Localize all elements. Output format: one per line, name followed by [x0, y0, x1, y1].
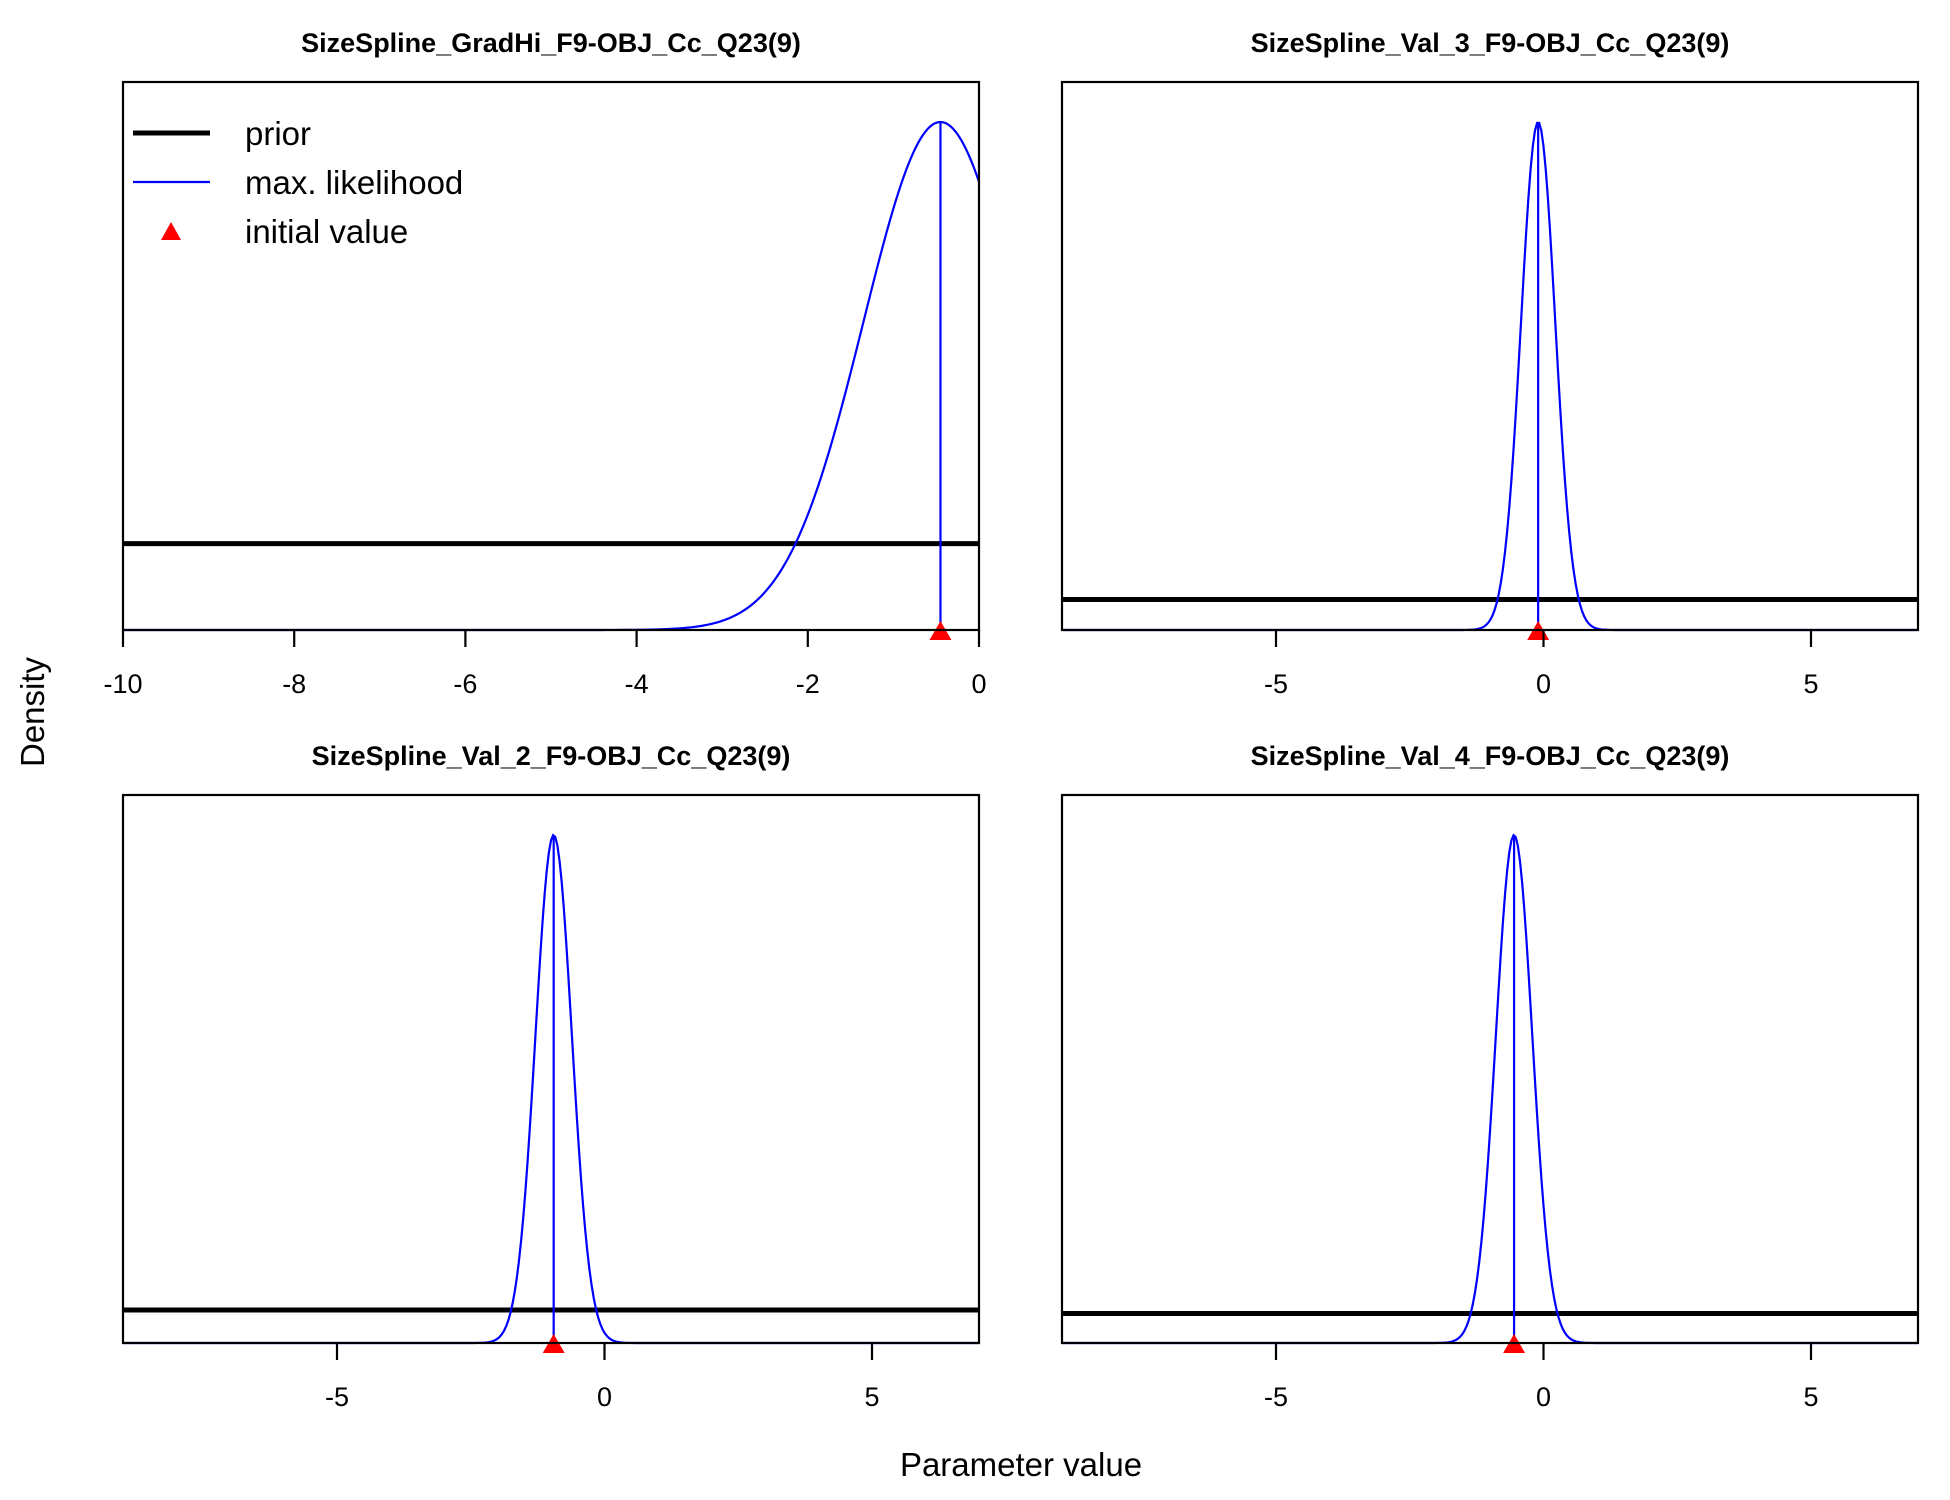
x-tick-label: -10 — [103, 669, 142, 699]
likelihood-curve — [1062, 833, 1918, 1345]
x-tick-label: 5 — [864, 1382, 879, 1412]
plot-frame — [1060, 793, 1920, 1345]
panels: SizeSpline_GradHi_F9-OBJ_Cc_Q23(9) -10 -8 -… — [103, 28, 1920, 1412]
panel-title: SizeSpline_Val_4_F9-OBJ_Cc_Q23(9) — [1251, 741, 1730, 771]
panel-2: SizeSpline_Val_3_F9-OBJ_Cc_Q23(9) -5 0 5 — [1060, 28, 1920, 699]
x-tick-label: 0 — [971, 669, 986, 699]
x-tick-label: -4 — [625, 669, 649, 699]
panel-title: SizeSpline_Val_3_F9-OBJ_Cc_Q23(9) — [1251, 28, 1730, 58]
x-tick-label: 0 — [597, 1382, 612, 1412]
plot-frame — [121, 80, 981, 632]
x-tick-label: -5 — [325, 1382, 349, 1412]
panel-4: SizeSpline_Val_4_F9-OBJ_Cc_Q23(9) -5 0 5 — [1060, 741, 1920, 1412]
y-axis-title: Density — [14, 656, 51, 767]
x-tick-label: 0 — [1536, 1382, 1551, 1412]
x-tick-label: -5 — [1264, 669, 1288, 699]
x-tick-label: -6 — [453, 669, 477, 699]
likelihood-curve — [123, 833, 979, 1345]
x-tick-label: 5 — [1803, 669, 1818, 699]
legend-item: initial value — [161, 213, 408, 250]
likelihood-curve — [1062, 121, 1918, 632]
legend-label: prior — [245, 115, 311, 152]
panel-1: SizeSpline_GradHi_F9-OBJ_Cc_Q23(9) -10 -8 -… — [103, 28, 986, 699]
legend: prior max. likelihood initial value — [133, 115, 463, 250]
x-tick-label: -2 — [796, 669, 820, 699]
plot-frame — [121, 793, 981, 1345]
x-axis-title: Parameter value — [900, 1446, 1142, 1483]
legend-swatch — [161, 222, 181, 240]
legend-item: max. likelihood — [133, 164, 463, 201]
legend-item: prior — [133, 115, 311, 152]
panel-3: SizeSpline_Val_2_F9-OBJ_Cc_Q23(9) -5 0 5 — [121, 741, 981, 1412]
panel-title: SizeSpline_GradHi_F9-OBJ_Cc_Q23(9) — [301, 28, 801, 58]
plot-frame — [1060, 80, 1920, 632]
x-tick-label: 5 — [1803, 1382, 1818, 1412]
legend-label: initial value — [245, 213, 408, 250]
x-tick-label: -5 — [1264, 1382, 1288, 1412]
x-tick-label: 0 — [1536, 669, 1551, 699]
panel-title: SizeSpline_Val_2_F9-OBJ_Cc_Q23(9) — [312, 741, 791, 771]
legend-label: max. likelihood — [245, 164, 463, 201]
x-tick-label: -8 — [282, 669, 306, 699]
